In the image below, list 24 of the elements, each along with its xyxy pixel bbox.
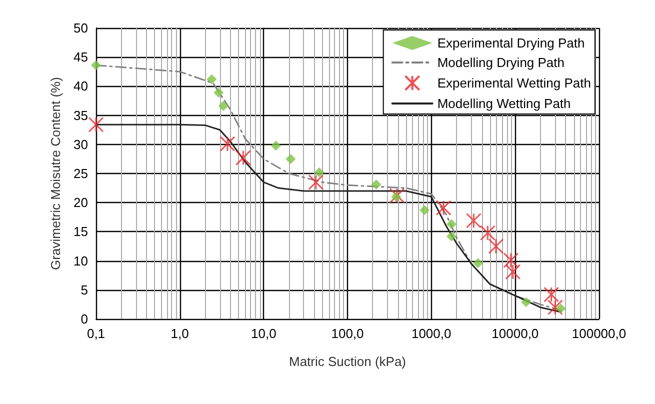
x-tick-label: 10,0	[251, 326, 276, 341]
x-tick-label: 1000,0	[411, 326, 452, 341]
legend-label: Experimental Wetting Path	[437, 76, 591, 90]
x-tick-label: 100000,0	[572, 326, 626, 341]
x-tick-label: 1,0	[170, 326, 189, 341]
y-tick-label: 0	[80, 312, 88, 326]
y-tick-label: 30	[74, 136, 88, 152]
y-tick-label: 40	[74, 78, 88, 94]
y-tick-label: 45	[74, 50, 88, 65]
legend-label: Experimental Drying Path	[437, 36, 585, 50]
y-axis-title: Gravimetric Moisutre Content (%)	[48, 77, 63, 270]
y-tick-label: 20	[74, 195, 88, 210]
legend-label: Modelling Wetting Path	[437, 96, 571, 111]
y-tick-label: 15	[74, 224, 88, 240]
legend-label: Modelling Drying Path	[437, 55, 565, 70]
x-tick-label: 0,1	[86, 326, 106, 341]
y-tick-label: 50	[74, 20, 88, 36]
y-tick-label: 5	[80, 282, 88, 298]
x-axis-title: Matric Suction (kPa)	[288, 354, 406, 369]
x-tick-label: 10000,0	[492, 326, 539, 341]
y-tick-label: 35	[74, 108, 88, 123]
y-tick-label: 25	[74, 166, 88, 181]
y-tick-label: 10	[74, 253, 88, 268]
x-tick-label: 100,0	[331, 326, 364, 341]
